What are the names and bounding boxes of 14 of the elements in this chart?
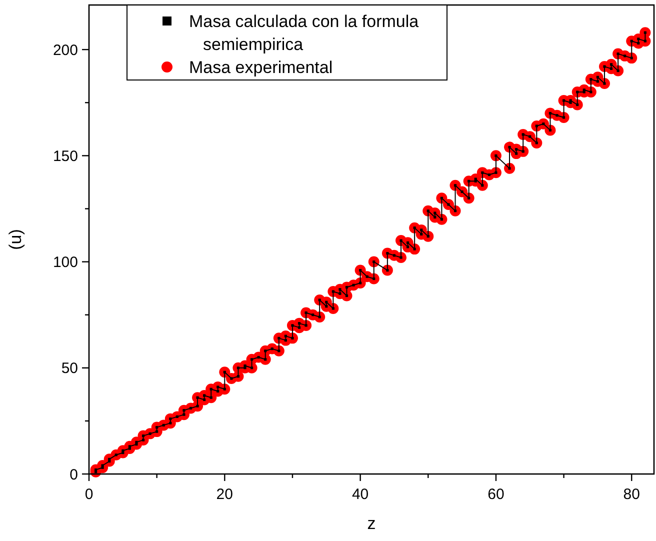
y-tick-label: 150: [52, 148, 78, 165]
y-tick-label: 0: [70, 466, 78, 484]
x-axis-title: z: [367, 514, 376, 533]
legend-label: Masa calculada con la formula semiempirica: [189, 12, 420, 54]
y-tick-label: 50: [61, 360, 78, 378]
y-tick-label: 200: [52, 42, 78, 59]
x-tick-label: 20: [216, 486, 233, 503]
x-tick-label: 80: [623, 486, 640, 503]
x-tick-label: 0: [84, 486, 94, 503]
y-tick-label: 100: [52, 254, 78, 272]
legend-label: Masa experimental: [189, 58, 333, 77]
x-tick-label: 40: [352, 486, 369, 503]
y-axis-title: (u): [6, 229, 25, 250]
x-tick-label: 60: [488, 486, 504, 503]
